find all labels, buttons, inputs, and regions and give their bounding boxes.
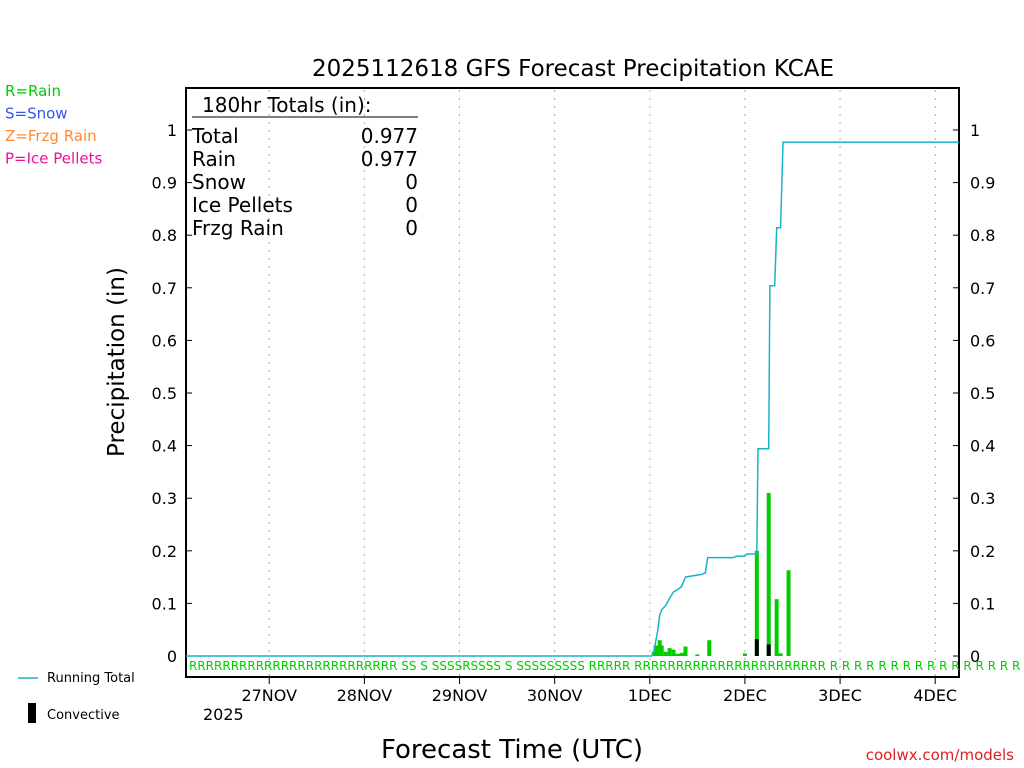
legend-frzg-rain: Z=Frzg Rain — [5, 127, 97, 145]
grid-lines — [268, 90, 936, 676]
y-tick-label-left: 0.7 — [152, 279, 177, 298]
y-axis-ticks: 0 00.1 0.10.2 0.20.3 0.30.4 0.40.5 0.50.6 0.60.… — [152, 121, 996, 666]
x-tick-label: 4DEC — [913, 686, 957, 705]
totals-label: Ice Pellets — [192, 193, 293, 217]
precip-bar — [707, 640, 712, 656]
y-tick-label-right: 0.2 — [970, 542, 995, 561]
y-tick-label-left: 0 — [167, 647, 177, 666]
totals-value: 0 — [405, 193, 418, 217]
x-tick-label: 27NOV — [241, 686, 297, 705]
precip-bar — [742, 653, 747, 656]
totals-box: 180hr Totals (in): Total 0.977 Rain 0.977 Sno… — [191, 93, 418, 240]
convective-legend-label: Convective — [47, 708, 120, 723]
totals-label: Frzg Rain — [192, 216, 284, 240]
y-tick-label-right: 0.1 — [970, 594, 995, 613]
totals-value: 0.977 — [361, 124, 418, 148]
totals-value: 0 — [405, 216, 418, 240]
y-tick-label-left: 0.9 — [152, 174, 177, 193]
convective-bar — [766, 644, 771, 656]
precip-bars — [651, 492, 791, 656]
x-tick-label: 30NOV — [527, 686, 583, 705]
x-tick-label: 2DEC — [723, 686, 767, 705]
x-tick-label: 1DEC — [628, 686, 672, 705]
plot-frame — [185, 87, 960, 678]
chart-title: 2025112618 GFS Forecast Precipitation KC… — [312, 56, 834, 82]
convective-legend-swatch — [28, 703, 36, 723]
y-tick-label-right: 0.7 — [970, 279, 995, 298]
y-tick-label-right: 0.8 — [970, 226, 995, 245]
totals-label: Snow — [192, 170, 246, 194]
y-tick-label-left: 0.2 — [152, 542, 177, 561]
y-tick-label-left: 0.1 — [152, 594, 177, 613]
totals-label: Total — [191, 124, 239, 148]
precip-bar — [774, 599, 779, 656]
legend-ice-pellets: P=Ice Pellets — [5, 150, 102, 168]
precip-bar — [778, 653, 783, 656]
precip-bar — [766, 492, 771, 656]
x-tick-label: 29NOV — [432, 686, 488, 705]
ptype-strip: RRRRRRRRRRRRRRRRRRRRRRRRR SS S SSSSRSSSS… — [189, 659, 1024, 673]
precip-bar — [659, 645, 664, 656]
precip-bar — [754, 550, 759, 656]
line-legend: Running Total Convective — [18, 671, 135, 723]
precip-bar — [695, 654, 700, 656]
y-tick-label-right: 0.3 — [970, 489, 995, 508]
y-tick-label-right: 0.9 — [970, 174, 995, 193]
credit-text: coolwx.com/models — [866, 746, 1014, 764]
y-tick-label-right: 0.5 — [970, 384, 995, 403]
y-tick-label-left: 0.3 — [152, 489, 177, 508]
precip-bar — [663, 651, 668, 656]
y-tick-label-left: 0.6 — [152, 331, 177, 350]
x-tick-label: 28NOV — [337, 686, 393, 705]
y-tick-label-right: 0 — [970, 647, 980, 666]
x-tick-label: 3DEC — [818, 686, 862, 705]
x-axis-label: Forecast Time (UTC) — [381, 735, 643, 765]
totals-header: 180hr Totals (in): — [202, 93, 372, 117]
year-label: 2025 — [203, 705, 244, 724]
y-tick-label-left: 0.4 — [152, 437, 177, 456]
precip-bar — [786, 570, 791, 656]
precip-bar — [671, 649, 676, 656]
ptype-legend: R=Rain S=Snow Z=Frzg Rain P=Ice Pellets — [5, 82, 102, 168]
convective-bars — [754, 639, 771, 656]
precip-bar — [683, 646, 688, 656]
convective-bar — [754, 639, 759, 656]
totals-value: 0 — [405, 170, 418, 194]
running-total-line — [186, 141, 959, 657]
y-axis-label: Precipitation (in) — [104, 267, 130, 457]
legend-rain: R=Rain — [5, 82, 61, 100]
legend-snow: S=Snow — [5, 105, 68, 123]
y-tick-label-left: 1 — [167, 121, 177, 140]
totals-label: Rain — [192, 147, 236, 171]
precip-bar — [679, 652, 684, 656]
running-total-legend-label: Running Total — [47, 671, 135, 686]
y-tick-label-right: 0.4 — [970, 437, 995, 456]
x-axis-ticks: 27NOV 28NOV 29NOV 30NOV 1DEC 2DEC 3DEC 4DEC — [241, 677, 957, 705]
precip-bar — [667, 648, 672, 656]
precip-bar — [675, 653, 680, 656]
totals-value: 0.977 — [361, 147, 418, 171]
y-tick-label-right: 1 — [970, 121, 980, 140]
y-tick-label-left: 0.5 — [152, 384, 177, 403]
y-tick-label-left: 0.8 — [152, 226, 177, 245]
y-tick-label-right: 0.6 — [970, 331, 995, 350]
